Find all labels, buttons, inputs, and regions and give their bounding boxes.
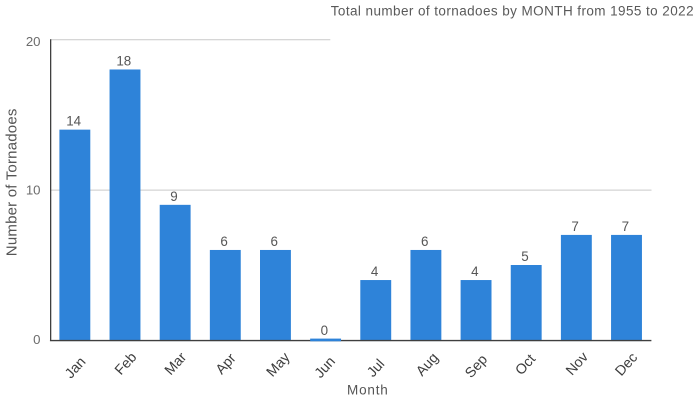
svg-text:7: 7 bbox=[571, 219, 578, 234]
svg-text:Total number of tornadoes by M: Total number of tornadoes by MONTH from … bbox=[331, 3, 694, 18]
svg-text:6: 6 bbox=[220, 234, 227, 249]
svg-text:9: 9 bbox=[170, 189, 177, 204]
svg-text:5: 5 bbox=[521, 249, 528, 264]
svg-text:6: 6 bbox=[271, 234, 278, 249]
svg-text:4: 4 bbox=[371, 264, 379, 279]
svg-text:Month: Month bbox=[347, 382, 389, 397]
svg-text:6: 6 bbox=[421, 234, 428, 249]
svg-text:10: 10 bbox=[26, 183, 41, 198]
svg-text:Number of Tornadoes: Number of Tornadoes bbox=[4, 108, 21, 256]
svg-text:18: 18 bbox=[116, 54, 131, 69]
svg-text:4: 4 bbox=[471, 264, 479, 279]
svg-text:7: 7 bbox=[622, 219, 629, 234]
svg-text:14: 14 bbox=[66, 114, 81, 129]
svg-text:0: 0 bbox=[321, 323, 328, 338]
svg-text:0: 0 bbox=[33, 332, 40, 347]
svg-text:20: 20 bbox=[26, 34, 41, 49]
